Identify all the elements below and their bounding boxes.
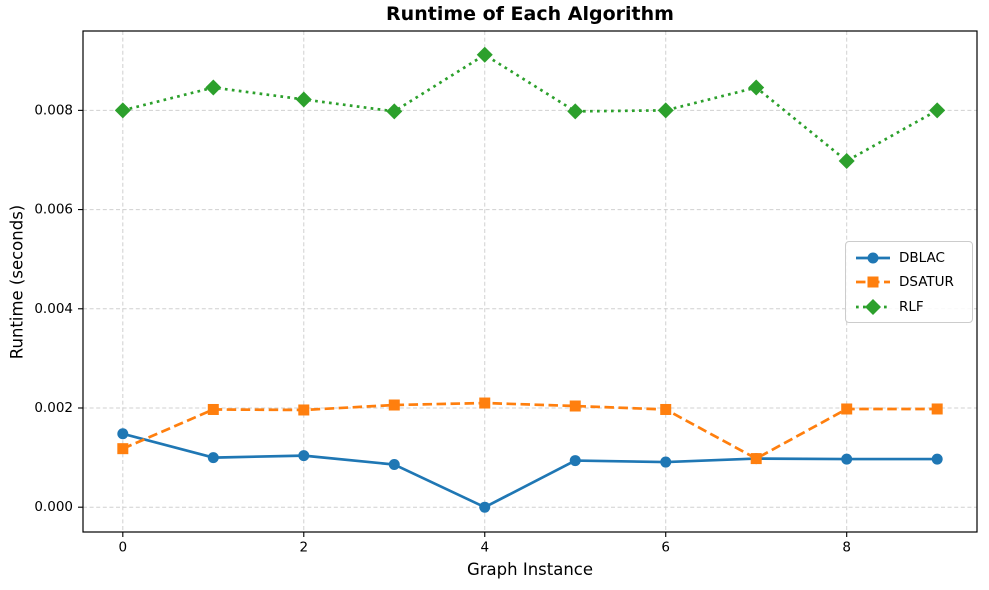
y-tick-label: 0.006 [34,202,73,218]
legend-label-dblac: DBLAC [899,249,945,266]
legend-label-rlf: RLF [899,298,924,315]
dblac-line-circle-marker-icon [856,252,890,263]
x-axis-label: Graph Instance [466,560,594,579]
dsatur-line-square-marker-icon [856,276,890,288]
legend-item-dsatur: DSATUR [855,270,963,294]
x-tick-label: 4 [480,540,489,556]
y-tick-label: 0.004 [34,301,73,317]
x-tick-label: 8 [842,540,851,556]
x-tick-label: 6 [661,540,670,556]
y-tick-label: 0.002 [34,400,73,416]
y-tick-label: 0.008 [34,102,73,118]
legend: DBLAC DSATUR RLF [845,241,973,323]
y-tick-label: 0.000 [34,499,73,515]
rlf-line-diamond-marker-icon [856,298,890,315]
x-tick-label: 0 [119,540,128,556]
legend-item-rlf: RLF [855,295,963,319]
legend-label-dsatur: DSATUR [899,274,954,290]
chart-title: Runtime of Each Algorithm [386,3,674,25]
legend-item-dblac: DBLAC [855,246,963,270]
x-tick-label: 2 [299,540,308,556]
